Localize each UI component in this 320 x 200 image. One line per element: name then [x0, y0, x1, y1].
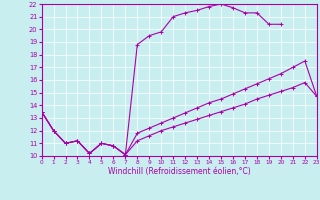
X-axis label: Windchill (Refroidissement éolien,°C): Windchill (Refroidissement éolien,°C)	[108, 167, 251, 176]
